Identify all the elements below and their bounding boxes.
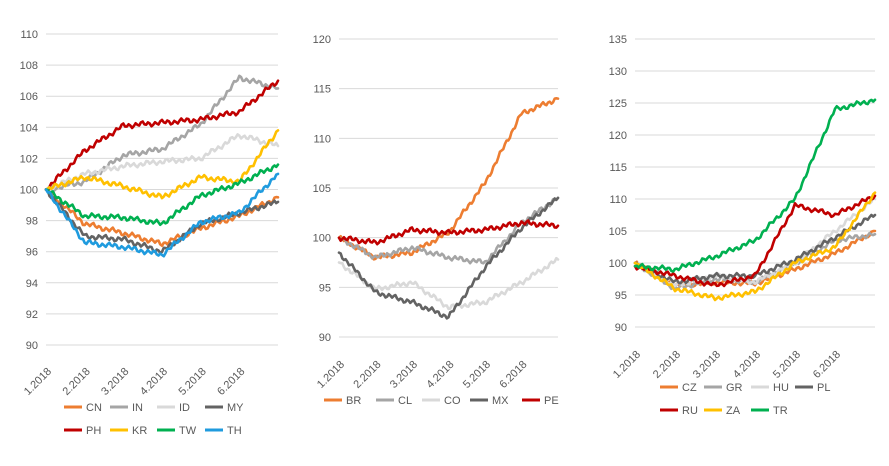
legend-label-za: ZA (726, 405, 741, 417)
y-tick-label: 100 (20, 185, 38, 197)
series-line-ph (44, 79, 280, 192)
y-tick-label: 110 (20, 29, 38, 41)
series-lines (44, 74, 280, 258)
x-tick-label: 2.2018 (651, 349, 683, 381)
y-tick-label: 110 (313, 133, 331, 145)
legend-label-cz: CZ (682, 382, 697, 394)
y-tick-label: 95 (615, 290, 627, 302)
chart-emea: 135 130 125 120 115 110 105 100 95 90 1.2018 2.201… (609, 34, 877, 417)
y-tick-label: 100 (313, 233, 331, 245)
y-tick-label: 106 (20, 91, 38, 103)
legend: BR CL CO MX PE (324, 395, 559, 407)
legend-label-hu: HU (773, 382, 789, 394)
x-tick-label: 4.2018 (424, 359, 456, 391)
y-tick-label: 120 (313, 34, 331, 46)
y-tick-label: 105 (609, 226, 627, 238)
y-tick-labels: 110 108 106 104 102 100 98 96 94 92 90 (20, 29, 38, 352)
y-tick-label: 90 (26, 340, 38, 352)
chart-asia: 110 108 106 104 102 100 98 96 94 92 90 1.2018 2.201… (20, 29, 280, 437)
y-tick-label: 135 (609, 34, 627, 46)
y-tick-label: 102 (20, 153, 38, 165)
y-tick-labels: 120 115 110 105 100 95 90 (313, 34, 331, 344)
legend-label-id: ID (179, 402, 190, 414)
series-lines (337, 97, 560, 320)
x-tick-label: 4.2018 (138, 366, 170, 398)
series-lines (633, 98, 877, 302)
y-tick-label: 115 (313, 84, 331, 96)
y-tick-label: 104 (20, 122, 38, 134)
legend-label-mx: MX (492, 395, 509, 407)
y-tick-label: 105 (313, 183, 331, 195)
legend-label-gr: GR (726, 382, 743, 394)
x-tick-labels: 1.2018 2.2018 3.2018 4.2018 5.2018 6.2018 (22, 366, 248, 398)
x-tick-labels: 1.2018 2.2018 3.2018 4.2018 5.2018 6.2018 (611, 349, 843, 381)
y-tick-label: 108 (20, 60, 38, 72)
x-tick-label: 5.2018 (177, 366, 209, 398)
legend-label-ph: PH (86, 425, 101, 437)
y-tick-label: 115 (609, 162, 627, 174)
legend-label-pe: PE (544, 395, 559, 407)
series-line-za (633, 191, 877, 302)
series-line-id (44, 133, 280, 191)
legend-label-my: MY (227, 402, 244, 414)
series-line-pe (337, 219, 560, 246)
x-tick-label: 4.2018 (731, 349, 763, 381)
y-tick-label: 94 (26, 278, 38, 290)
x-tick-label: 5.2018 (771, 349, 803, 381)
legend: CN IN ID MY PH KR TW TH (64, 402, 244, 437)
x-tick-label: 2.2018 (351, 359, 383, 391)
x-tick-label: 2.2018 (61, 366, 93, 398)
y-tick-label: 96 (26, 247, 38, 259)
legend-label-pl: PL (817, 382, 830, 394)
series-line-my (44, 188, 280, 255)
legend: CZ GR HU PL RU ZA TR (660, 382, 830, 417)
series-line-hu (633, 196, 877, 288)
x-tick-label: 3.2018 (388, 359, 420, 391)
legend-label-kr: KR (132, 425, 147, 437)
legend-label-br: BR (346, 395, 361, 407)
series-line-tr (633, 98, 877, 273)
y-tick-label: 120 (609, 130, 627, 142)
gridlines (635, 38, 875, 328)
gridlines (339, 38, 558, 338)
series-line-tw (44, 163, 280, 227)
y-tick-label: 98 (26, 216, 38, 228)
x-tick-label: 6.2018 (215, 366, 247, 398)
legend-label-ru: RU (682, 405, 698, 417)
series-line-th (44, 172, 280, 258)
series-line-mx (337, 196, 560, 320)
series-line-ru (633, 194, 877, 288)
x-tick-label: 1.2018 (315, 359, 347, 391)
legend-label-tr: TR (773, 405, 788, 417)
series-line-pl (633, 213, 877, 285)
y-tick-label: 130 (609, 66, 627, 78)
x-tick-label: 3.2018 (691, 349, 723, 381)
y-tick-label: 100 (609, 258, 627, 270)
y-tick-label: 95 (319, 282, 331, 294)
chart-latam: 120 115 110 105 100 95 90 1.2018 2.2018 3.2018 4.… (313, 34, 560, 407)
x-tick-label: 6.2018 (811, 349, 843, 381)
y-tick-label: 110 (609, 194, 627, 206)
x-tick-label: 1.2018 (611, 349, 643, 381)
x-tick-label: 6.2018 (497, 359, 529, 391)
legend-label-cl: CL (398, 395, 412, 407)
legend-label-th: TH (227, 425, 242, 437)
series-line-br (337, 97, 560, 261)
y-tick-labels: 135 130 125 120 115 110 105 100 95 90 (609, 34, 627, 334)
y-tick-label: 90 (615, 322, 627, 334)
x-tick-label: 3.2018 (99, 366, 131, 398)
series-line-cn (44, 187, 280, 248)
x-tick-label: 1.2018 (22, 366, 54, 398)
x-tick-label: 5.2018 (461, 359, 493, 391)
y-tick-label: 90 (319, 332, 331, 344)
legend-label-cn: CN (86, 402, 102, 414)
y-tick-label: 125 (609, 98, 627, 110)
series-line-co (337, 256, 560, 311)
legend-label-tw: TW (179, 425, 197, 437)
legend-label-co: CO (444, 395, 461, 407)
gridlines (46, 33, 278, 346)
legend-label-in: IN (132, 402, 143, 414)
y-tick-label: 92 (26, 309, 38, 321)
x-tick-labels: 1.2018 2.2018 3.2018 4.2018 5.2018 6.2018 (315, 359, 530, 391)
